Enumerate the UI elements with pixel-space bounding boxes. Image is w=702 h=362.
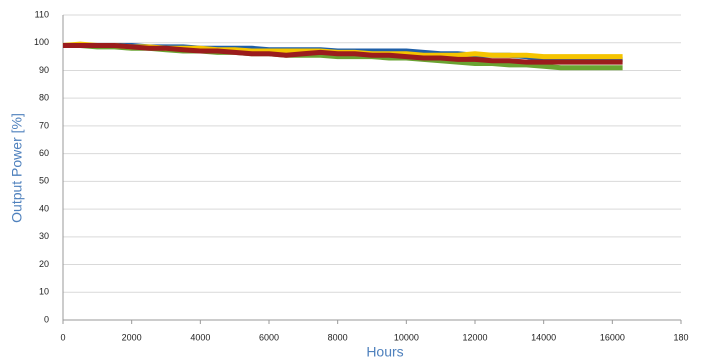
y-tick-label: 110 (35, 9, 49, 19)
y-tick-label: 60 (39, 148, 49, 158)
y-tick-label: 90 (39, 65, 49, 75)
x-tick-label: 10000 (394, 332, 419, 342)
series-line (63, 43, 623, 65)
y-tick-label: 20 (39, 259, 49, 269)
y-tick-label: 30 (39, 231, 49, 241)
x-tick-label: 2000 (122, 332, 142, 342)
y-tick-label: 0 (44, 314, 49, 324)
y-tick-label: 70 (39, 120, 49, 130)
x-tick-label: 14000 (531, 332, 556, 342)
x-tick-label: 0 (60, 332, 65, 342)
x-tick-label: 6000 (259, 332, 279, 342)
y-tick-label: 40 (39, 203, 49, 213)
y-tick-label: 10 (39, 287, 49, 297)
x-tick-label: 180 (673, 332, 688, 342)
y-tick-label: 50 (39, 176, 49, 186)
x-tick-label: 8000 (328, 332, 348, 342)
x-tick-label: 4000 (190, 332, 210, 342)
x-tick-label: 12000 (462, 332, 487, 342)
x-tick-label: 16000 (600, 332, 625, 342)
y-tick-label: 100 (34, 37, 49, 47)
y-axis-title: Output Power [%] (9, 113, 25, 223)
x-axis-title: Hours (366, 344, 403, 360)
y-tick-label: 80 (39, 93, 49, 103)
